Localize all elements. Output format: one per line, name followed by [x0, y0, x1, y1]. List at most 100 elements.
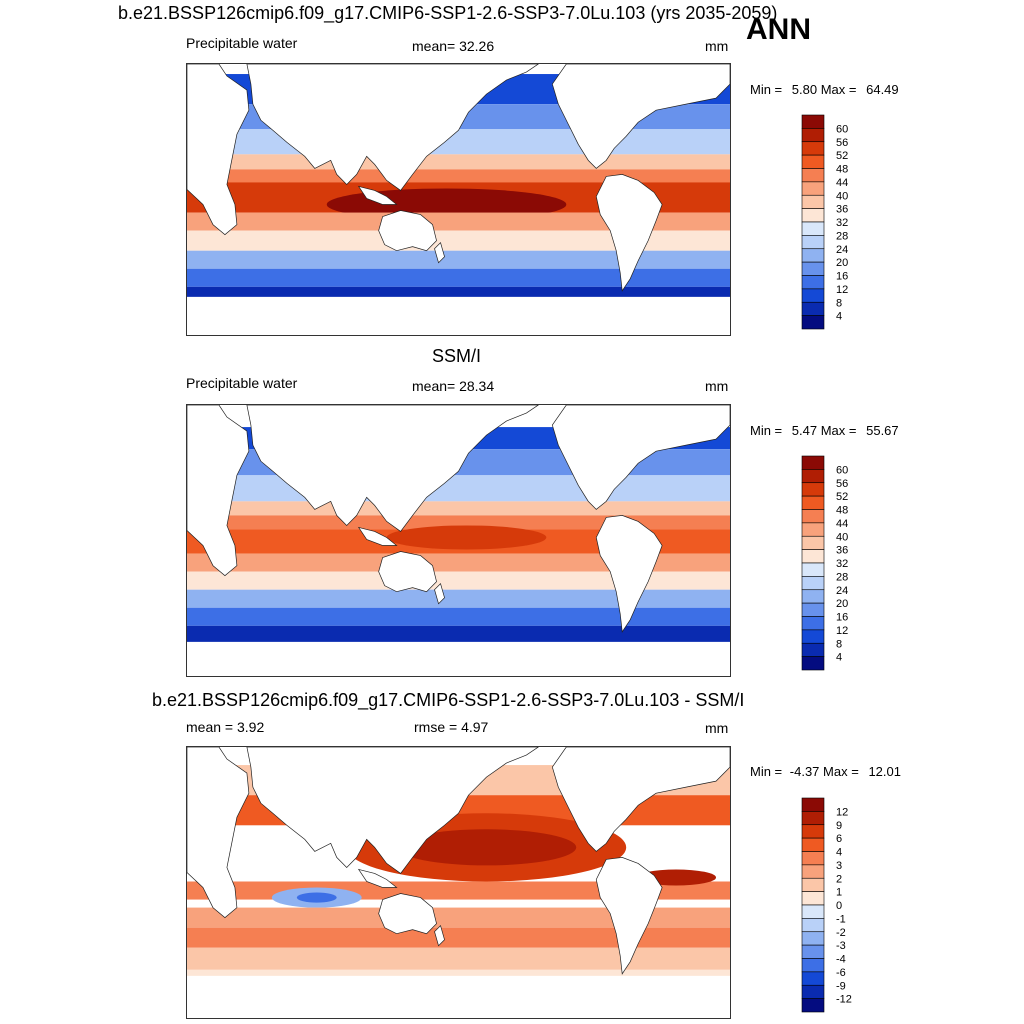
panel-2-min-value: 5.47: [791, 423, 818, 438]
colorbar-tick-label: 40: [836, 531, 848, 543]
panel-1-colorbar: 60 56 52 48 44 40 36 32 28 24 20 16 12 8 4: [801, 114, 862, 330]
colorbar-swatch: [801, 194, 825, 209]
colorbar-swatch: [801, 535, 825, 550]
colorbar-tick-label: -1: [836, 913, 846, 925]
panel-3-max-label: Max =: [823, 764, 859, 779]
colorbar-tick-label: 9: [836, 820, 842, 832]
colorbar-swatch: [801, 315, 825, 330]
colorbar-swatch: [801, 984, 825, 999]
colorbar-swatch: [801, 114, 825, 129]
colorbar-swatch: [801, 248, 825, 263]
colorbar-tick-label: 24: [836, 585, 848, 597]
panel-3-mean-label: mean = 3.92: [186, 719, 265, 735]
panel-3-minmax: Min = -4.37 Max = 12.01: [750, 764, 901, 779]
colorbar-swatch: [801, 576, 825, 591]
colorbar-swatch: [801, 931, 825, 946]
colorbar-tick-label: 3: [836, 860, 842, 872]
colorbar-swatch: [801, 616, 825, 631]
colorbar-tick-label: 16: [836, 612, 848, 624]
panel-1-min-value: 5.80: [791, 82, 818, 97]
panel-1-units: mm: [705, 38, 729, 54]
colorbar-swatch: [801, 891, 825, 906]
colorbar-tick-label: 56: [836, 137, 848, 149]
colorbar-tick-label: 44: [836, 177, 848, 189]
colorbar-tick-label: -2: [836, 927, 846, 939]
colorbar-tick-label: -4: [836, 954, 846, 966]
colorbar-swatch: [801, 824, 825, 839]
colorbar-tick-label: 32: [836, 558, 848, 570]
colorbar-tick-label: 52: [836, 491, 848, 503]
colorbar-swatch: [801, 656, 825, 671]
panel-3-rmse-label: rmse = 4.97: [414, 719, 489, 735]
colorbar-tick-label: 16: [836, 271, 848, 283]
colorbar-swatch: [801, 235, 825, 250]
panel-1-mean-label: mean= 32.26: [412, 38, 495, 54]
panel-2-max-value: 55.67: [866, 423, 899, 438]
colorbar-swatch: [801, 904, 825, 919]
colorbar-swatch: [801, 128, 825, 143]
colorbar-tick-label: 4: [836, 311, 842, 323]
panel-3-min-value: -4.37: [789, 764, 820, 779]
colorbar-swatch: [801, 971, 825, 986]
colorbar-tick-label: 4: [836, 652, 842, 664]
colorbar-tick-label: 52: [836, 150, 848, 162]
colorbar-tick-label: 44: [836, 518, 848, 530]
panel-3-title: b.e21.BSSP126cmip6.f09_g17.CMIP6-SSP1-2.…: [152, 690, 745, 710]
colorbar-swatch: [801, 851, 825, 866]
colorbar-swatch: [801, 589, 825, 604]
panel-3-units: mm: [705, 720, 729, 736]
panel-3-colorbar: 12 9 6 4 3 2 1 0 -1 -2 -3 -4 -6 -9 -12: [801, 797, 862, 1013]
colorbar-tick-label: 56: [836, 478, 848, 490]
panel-2-colorbar: 60 56 52 48 44 40 36 32 28 24 20 16 12 8 4: [801, 455, 862, 671]
colorbar-swatch: [801, 998, 825, 1013]
colorbar-tick-label: 48: [836, 505, 848, 517]
panel-1-max-label: Max =: [820, 82, 857, 97]
panel-3-max-value: 12.01: [868, 764, 901, 779]
colorbar-tick-label: -3: [836, 940, 846, 952]
colorbar-swatch: [801, 261, 825, 276]
panel-1-min-label: Min =: [750, 82, 783, 97]
colorbar-swatch: [801, 495, 825, 510]
colorbar-swatch: [801, 864, 825, 879]
colorbar-swatch: [801, 944, 825, 959]
colorbar-swatch: [801, 455, 825, 470]
colorbar-swatch: [801, 221, 825, 236]
colorbar-tick-label: 8: [836, 638, 842, 650]
colorbar-swatch: [801, 154, 825, 169]
colorbar-tick-label: 24: [836, 244, 848, 256]
colorbar-swatch: [801, 469, 825, 484]
colorbar-tick-label: 60: [836, 123, 848, 135]
colorbar-swatch: [801, 549, 825, 564]
colorbar-tick-label: 6: [836, 833, 842, 845]
colorbar-swatch: [801, 811, 825, 826]
colorbar-tick-label: -6: [836, 967, 846, 979]
colorbar-tick-label: 48: [836, 164, 848, 176]
panel-1-variable-label: Precipitable water: [186, 35, 298, 51]
colorbar-tick-label: 20: [836, 257, 848, 269]
panel-2-max-label: Max =: [820, 423, 857, 438]
colorbar-tick-label: 8: [836, 297, 842, 309]
colorbar-swatch: [801, 837, 825, 852]
colorbar-swatch: [801, 522, 825, 537]
colorbar-swatch: [801, 877, 825, 892]
colorbar-tick-label: -12: [836, 994, 852, 1006]
colorbar-tick-label: -9: [836, 980, 846, 992]
panel-2-title: SSM/I: [432, 346, 482, 366]
panel-1-title: b.e21.BSSP126cmip6.f09_g17.CMIP6-SSP1-2.…: [118, 3, 778, 23]
colorbar-swatch: [801, 275, 825, 290]
colorbar-tick-label: 40: [836, 190, 848, 202]
colorbar-tick-label: 12: [836, 284, 848, 296]
colorbar-swatch: [801, 301, 825, 316]
colorbar-swatch: [801, 482, 825, 497]
colorbar-tick-label: 60: [836, 464, 848, 476]
panel-2-minmax: Min = 5.47 Max = 55.67: [750, 423, 899, 438]
panel-1-max-value: 64.49: [866, 82, 899, 97]
colorbar-swatch: [801, 797, 825, 812]
colorbar-swatch: [801, 181, 825, 196]
panel-2-map: [186, 404, 731, 677]
panel-3-colorbar-svg: 12 96 432 10-1 -2-3 -4-6-9 -12: [801, 797, 852, 1013]
colorbar-swatch: [801, 141, 825, 156]
panel-2-variable-label: Precipitable water: [186, 375, 298, 391]
